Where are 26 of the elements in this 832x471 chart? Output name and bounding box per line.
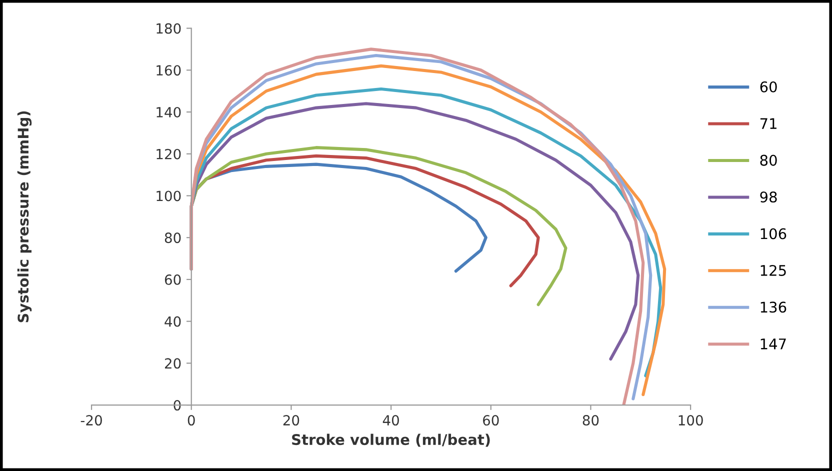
x-tick-label: 60 xyxy=(483,415,499,426)
legend-label: 106 xyxy=(760,228,786,240)
legend-label: 136 xyxy=(760,302,786,313)
legend-label: 80 xyxy=(760,154,777,166)
legend-label: 60 xyxy=(760,81,777,92)
x-tick-label: -20 xyxy=(80,415,102,426)
legend-label: 125 xyxy=(760,264,786,276)
legend-label: 71 xyxy=(760,118,776,129)
y-tick-label: 140 xyxy=(156,106,181,118)
legend-label: 147 xyxy=(760,338,786,350)
y-tick-label: 60 xyxy=(164,274,181,285)
x-tick-label: 80 xyxy=(582,415,599,426)
x-tick-label: 20 xyxy=(283,415,300,426)
y-tick-label: 120 xyxy=(156,148,181,160)
y-axis-title: Systolic pressure (mmHg) xyxy=(17,111,32,322)
x-tick-label: 100 xyxy=(678,415,703,426)
y-tick-label: 20 xyxy=(164,358,181,369)
y-tick-label: 160 xyxy=(156,65,181,76)
y-tick-label: 180 xyxy=(156,23,181,34)
x-tick-label: 40 xyxy=(382,415,399,426)
legend-label: 98 xyxy=(760,192,777,203)
y-tick-label: 80 xyxy=(164,232,181,244)
x-axis-title: Stroke volume (ml/beat) xyxy=(292,434,490,447)
x-tick-label: 0 xyxy=(188,415,195,426)
y-tick-label: 100 xyxy=(156,190,181,202)
y-tick-label: 40 xyxy=(164,316,181,327)
